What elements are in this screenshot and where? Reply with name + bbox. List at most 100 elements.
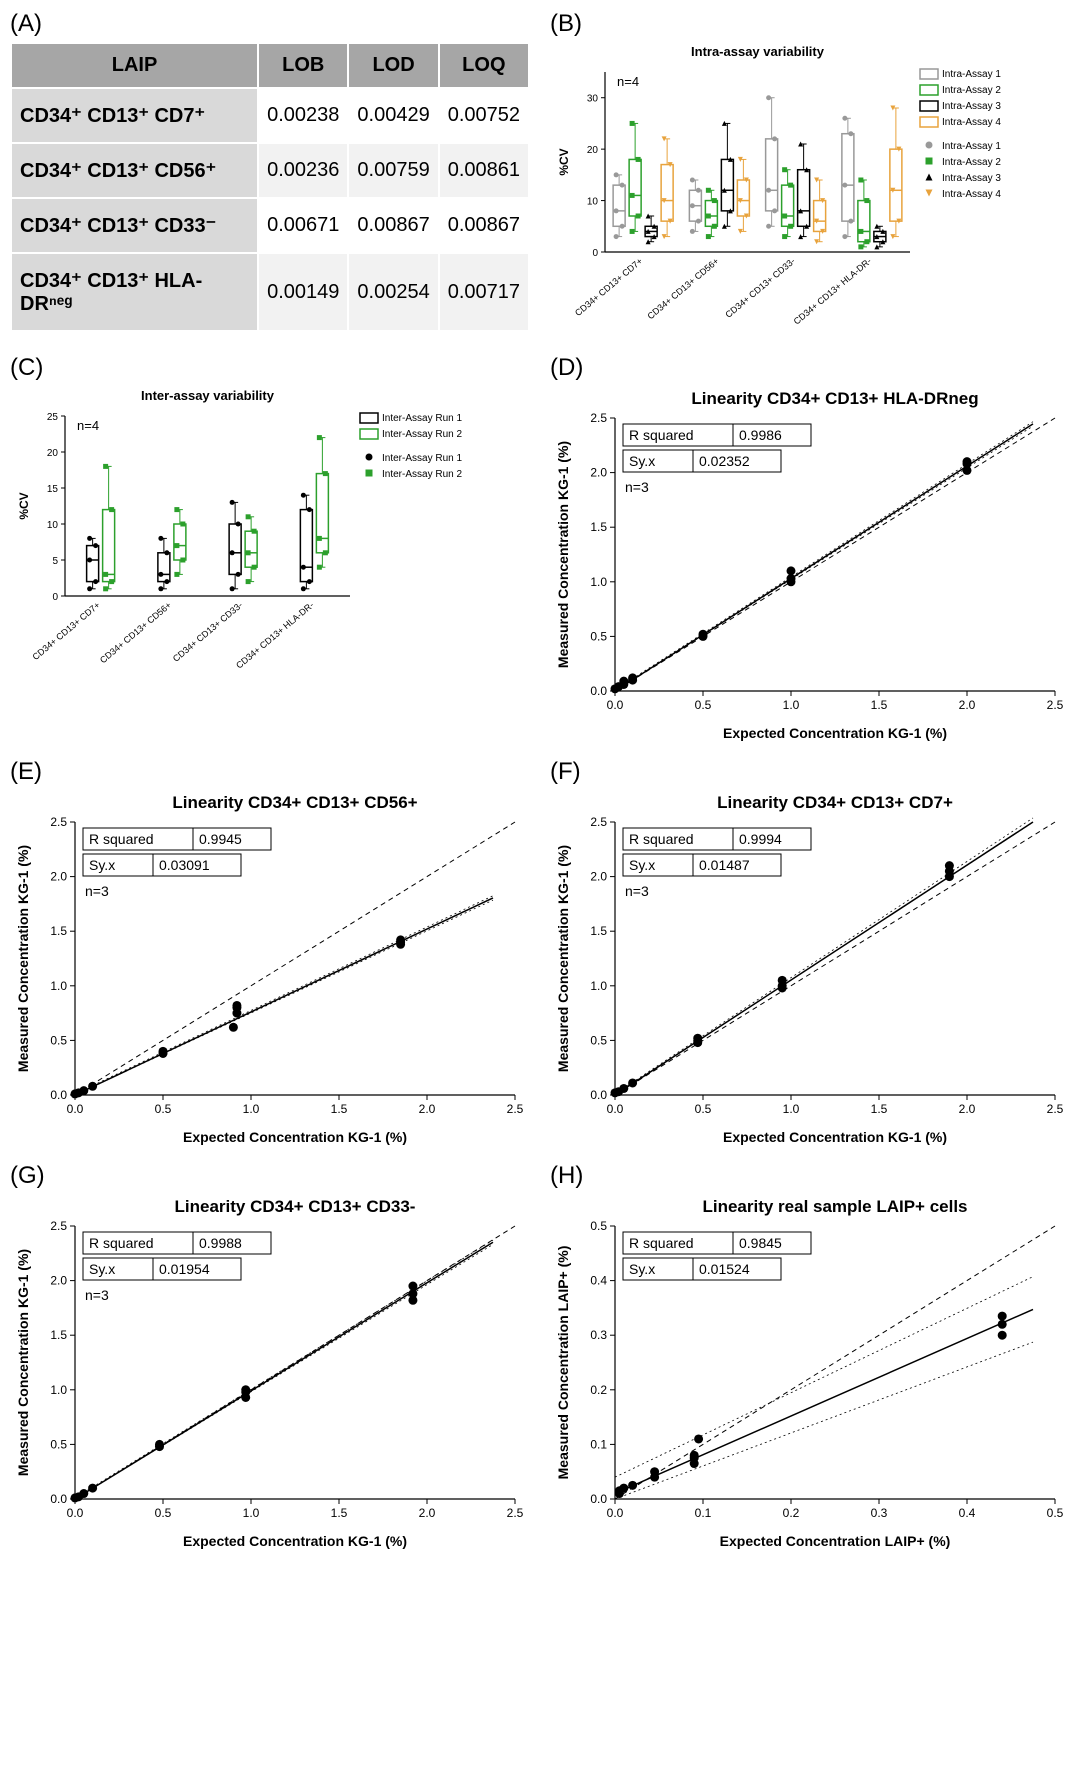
svg-text:0.9994: 0.9994 xyxy=(739,831,782,847)
svg-text:0.5: 0.5 xyxy=(1047,1506,1064,1520)
svg-text:n=3: n=3 xyxy=(85,1287,109,1303)
svg-text:15: 15 xyxy=(47,484,59,495)
svg-text:25: 25 xyxy=(47,412,59,423)
svg-text:0.0: 0.0 xyxy=(50,1088,67,1102)
svg-text:Expected Concentration KG-1 (%: Expected Concentration KG-1 (%) xyxy=(183,1533,407,1549)
svg-text:%CV: %CV xyxy=(17,492,31,519)
svg-text:0.5: 0.5 xyxy=(695,698,712,712)
svg-text:2.0: 2.0 xyxy=(959,698,976,712)
row-lod: 0.00759 xyxy=(348,143,438,198)
svg-text:Intra-assay variability: Intra-assay variability xyxy=(691,44,825,59)
svg-text:n=4: n=4 xyxy=(77,418,99,433)
panel-f-label: (F) xyxy=(550,758,1070,786)
row-lob: 0.00236 xyxy=(258,143,348,198)
svg-text:Inter-Assay Run 2: Inter-Assay Run 2 xyxy=(382,469,462,480)
svg-text:0.03091: 0.03091 xyxy=(159,857,210,873)
svg-text:0.5: 0.5 xyxy=(695,1102,712,1116)
svg-text:Measured Concentration LAIP+ (: Measured Concentration LAIP+ (%) xyxy=(555,1246,571,1480)
svg-text:1.0: 1.0 xyxy=(783,698,800,712)
svg-text:0.5: 0.5 xyxy=(50,1033,67,1047)
row-lob: 0.00149 xyxy=(258,253,348,331)
svg-text:2.5: 2.5 xyxy=(590,411,607,425)
row-loq: 0.00861 xyxy=(439,143,529,198)
svg-text:CD34+ CD13+ CD33-: CD34+ CD13+ CD33- xyxy=(723,256,796,320)
svg-text:0.01954: 0.01954 xyxy=(159,1261,210,1277)
svg-text:0.9845: 0.9845 xyxy=(739,1235,782,1251)
svg-text:30: 30 xyxy=(587,94,599,105)
svg-text:1.5: 1.5 xyxy=(590,924,607,938)
intra-assay-chart: Intra-assay variability0102030%CVn=4CD34… xyxy=(550,42,1070,342)
svg-text:1.5: 1.5 xyxy=(50,1328,67,1342)
svg-text:0.0: 0.0 xyxy=(590,1492,607,1506)
svg-text:Inter-Assay Run 2: Inter-Assay Run 2 xyxy=(382,429,462,440)
svg-text:CD34+ CD13+ CD56+: CD34+ CD13+ CD56+ xyxy=(645,256,720,321)
svg-text:n=3: n=3 xyxy=(85,883,109,899)
svg-text:0.0: 0.0 xyxy=(50,1492,67,1506)
svg-text:R squared: R squared xyxy=(629,1235,694,1251)
svg-text:CD34+ CD13+ CD56+: CD34+ CD13+ CD56+ xyxy=(98,600,173,665)
svg-text:1.0: 1.0 xyxy=(243,1506,260,1520)
panel-d: (D) Linearity CD34+ CD13+ HLA-DRneg0.00.… xyxy=(550,354,1070,746)
svg-text:2.5: 2.5 xyxy=(1047,1102,1064,1116)
svg-text:0.5: 0.5 xyxy=(50,1437,67,1451)
svg-text:2.0: 2.0 xyxy=(959,1102,976,1116)
svg-text:Expected Concentration KG-1 (%: Expected Concentration KG-1 (%) xyxy=(723,725,947,741)
table-row: CD34⁺ CD13⁺ CD7⁺0.002380.004290.00752 xyxy=(11,88,529,143)
svg-text:1.5: 1.5 xyxy=(871,698,888,712)
svg-text:1.5: 1.5 xyxy=(331,1102,348,1116)
panel-g-label: (G) xyxy=(10,1162,530,1190)
svg-text:0.0: 0.0 xyxy=(67,1506,84,1520)
panel-h: (H) Linearity real sample LAIP+ cells0.0… xyxy=(550,1162,1070,1554)
svg-text:10: 10 xyxy=(47,520,59,531)
svg-text:Intra-Assay 1: Intra-Assay 1 xyxy=(942,69,1001,80)
row-loq: 0.00717 xyxy=(439,253,529,331)
svg-text:0.0: 0.0 xyxy=(607,1506,624,1520)
svg-text:R squared: R squared xyxy=(629,427,694,443)
table-row: CD34⁺ CD13⁺ HLA-DRⁿᵉᵍ0.001490.002540.007… xyxy=(11,253,529,331)
svg-text:20: 20 xyxy=(47,448,59,459)
panel-e-label: (E) xyxy=(10,758,530,786)
svg-text:CD34+ CD13+ CD7+: CD34+ CD13+ CD7+ xyxy=(31,600,102,662)
svg-text:10: 10 xyxy=(587,197,599,208)
svg-text:0: 0 xyxy=(592,248,598,259)
panel-b-label: (B) xyxy=(550,10,1070,38)
table-row: CD34⁺ CD13⁺ CD56⁺0.002360.007590.00861 xyxy=(11,143,529,198)
svg-text:Intra-Assay 3: Intra-Assay 3 xyxy=(942,101,1001,112)
row-loq: 0.00867 xyxy=(439,198,529,253)
svg-text:0.4: 0.4 xyxy=(590,1274,607,1288)
svg-text:Measured Concentration KG-1 (%: Measured Concentration KG-1 (%) xyxy=(555,845,571,1072)
svg-text:Intra-Assay 1: Intra-Assay 1 xyxy=(942,141,1001,152)
svg-text:Intra-Assay 4: Intra-Assay 4 xyxy=(942,189,1001,200)
svg-text:n=3: n=3 xyxy=(625,479,649,495)
svg-text:Intra-Assay 2: Intra-Assay 2 xyxy=(942,85,1001,96)
row-lod: 0.00254 xyxy=(348,253,438,331)
svg-text:1.5: 1.5 xyxy=(331,1506,348,1520)
row-lod: 0.00429 xyxy=(348,88,438,143)
svg-text:0.0: 0.0 xyxy=(607,698,624,712)
svg-text:0.9986: 0.9986 xyxy=(739,427,782,443)
svg-text:0.9988: 0.9988 xyxy=(199,1235,242,1251)
panel-a: (A) LAIP LOB LOD LOQ CD34⁺ CD13⁺ CD7⁺0.0… xyxy=(10,10,530,342)
svg-text:0.5: 0.5 xyxy=(155,1506,172,1520)
svg-text:2.0: 2.0 xyxy=(50,870,67,884)
svg-text:1.0: 1.0 xyxy=(243,1102,260,1116)
svg-text:Sy.x: Sy.x xyxy=(89,857,115,873)
svg-text:2.0: 2.0 xyxy=(590,466,607,480)
svg-text:0.3: 0.3 xyxy=(590,1328,607,1342)
row-laip: CD34⁺ CD13⁺ HLA-DRⁿᵉᵍ xyxy=(11,253,258,331)
svg-text:Expected Concentration KG-1 (%: Expected Concentration KG-1 (%) xyxy=(183,1129,407,1145)
svg-text:Intra-Assay 3: Intra-Assay 3 xyxy=(942,173,1001,184)
table-row: CD34⁺ CD13⁺ CD33⁻0.006710.008670.00867 xyxy=(11,198,529,253)
svg-text:1.0: 1.0 xyxy=(590,979,607,993)
svg-text:0.4: 0.4 xyxy=(959,1506,976,1520)
svg-text:0.2: 0.2 xyxy=(590,1383,607,1397)
svg-text:1.5: 1.5 xyxy=(590,520,607,534)
svg-text:2.5: 2.5 xyxy=(50,815,67,829)
svg-text:n=3: n=3 xyxy=(625,883,649,899)
svg-text:2.5: 2.5 xyxy=(507,1102,524,1116)
svg-text:0.0: 0.0 xyxy=(67,1102,84,1116)
svg-text:Expected Concentration LAIP+ (: Expected Concentration LAIP+ (%) xyxy=(720,1533,951,1549)
svg-text:n=4: n=4 xyxy=(617,74,639,89)
svg-text:Linearity CD34+ CD13+ HLA-DRne: Linearity CD34+ CD13+ HLA-DRneg xyxy=(691,389,978,408)
svg-text:0.02352: 0.02352 xyxy=(699,453,750,469)
